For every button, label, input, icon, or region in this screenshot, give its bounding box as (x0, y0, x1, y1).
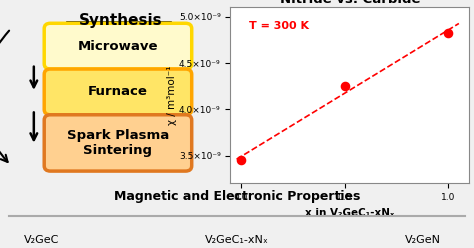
FancyBboxPatch shape (44, 23, 191, 69)
Text: T = 300 K: T = 300 K (249, 21, 310, 31)
Point (341, 84, 348, 88)
Text: Magnetic and Electronic Properties: Magnetic and Electronic Properties (114, 190, 360, 203)
Y-axis label: χ / m³mol⁻¹: χ / m³mol⁻¹ (167, 66, 177, 125)
Point (445, 31, 452, 35)
Text: Microwave: Microwave (78, 40, 158, 53)
Text: V₂GeC₁-xNₓ: V₂GeC₁-xNₓ (205, 235, 269, 245)
Point (237, 158, 245, 162)
Text: V₂GeC: V₂GeC (24, 235, 60, 245)
X-axis label: x in V₂GeC₁-xNₓ: x in V₂GeC₁-xNₓ (305, 208, 394, 218)
Text: Spark Plasma
Sintering: Spark Plasma Sintering (67, 129, 169, 157)
Text: Furnace: Furnace (88, 85, 148, 98)
Title: Nitride vs. Carbide: Nitride vs. Carbide (280, 0, 420, 6)
Text: Synthesis: Synthesis (79, 13, 163, 28)
Text: V₂GeN: V₂GeN (405, 235, 441, 245)
FancyBboxPatch shape (44, 115, 191, 171)
FancyBboxPatch shape (44, 69, 191, 115)
